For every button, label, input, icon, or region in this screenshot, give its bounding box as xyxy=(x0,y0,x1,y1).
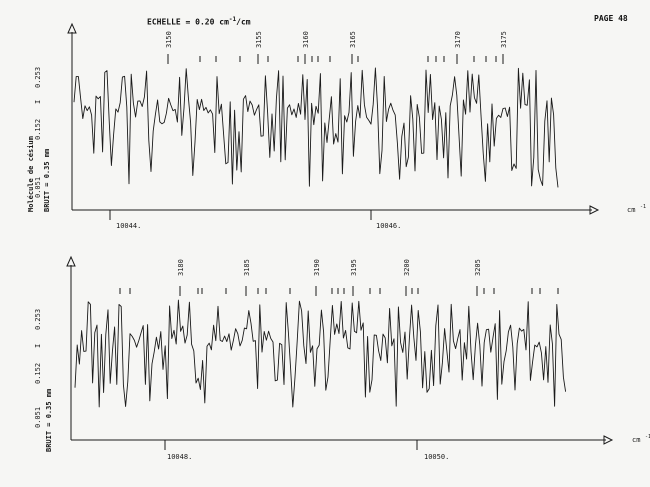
scale-exponent: -1 xyxy=(228,16,237,23)
x-tick-label: 10048. xyxy=(167,453,192,461)
line-number-label: 3170 xyxy=(454,31,462,48)
y-axis-side-label: BRUIT = 0.35 mm xyxy=(43,149,51,212)
page-number: PAGE 48 xyxy=(594,14,628,23)
x-axis-unit-label: cm xyxy=(627,206,635,214)
line-number-label: 3165 xyxy=(349,31,357,48)
chart-upper: cm -1 0.051 0.152 0.253 I Molécule de césium BR… xyxy=(27,22,646,230)
x-axis-unit-exponent: -1 xyxy=(645,434,650,440)
x-tick-label: 10044. xyxy=(116,222,141,230)
x-tick-label: 10046. xyxy=(376,222,401,230)
y-tick-label: 0.051 xyxy=(34,407,42,428)
y-axis-side-label: BRUIT = 0.35 mm xyxy=(45,389,53,452)
y-tick-label: 0.051 xyxy=(34,177,42,198)
line-number-label: 3185 xyxy=(243,259,251,276)
spectrum-trace xyxy=(74,299,567,408)
y-axis-arrow xyxy=(66,255,76,267)
line-number-label: 3150 xyxy=(165,31,173,48)
line-number-label: 3200 xyxy=(403,259,411,276)
y-tick-label: 0.253 xyxy=(34,67,42,88)
line-number-label: 3205 xyxy=(474,259,482,276)
y-axis-marker: I xyxy=(34,344,42,348)
line-number-label: 3160 xyxy=(302,31,310,48)
line-number-label: 3190 xyxy=(313,259,321,276)
x-axis-unit-label: cm xyxy=(632,436,640,444)
line-number-label: 3195 xyxy=(350,259,358,276)
x-axis-arrow xyxy=(603,435,614,445)
y-tick-label: 0.253 xyxy=(34,309,42,330)
x-axis-arrow xyxy=(589,205,600,215)
y-axis-arrow xyxy=(67,22,77,34)
scale-suffix: /cm xyxy=(236,17,251,27)
x-tick-label: 10050. xyxy=(424,453,449,461)
line-number-label: 3155 xyxy=(255,31,263,48)
scale-label: ECHELLE = 0.20 cm xyxy=(147,17,229,27)
y-axis-marker: I xyxy=(34,100,42,104)
line-number-label: 3180 xyxy=(177,259,185,276)
line-number-label: 3175 xyxy=(500,31,508,48)
y-tick-label: 0.152 xyxy=(34,363,42,384)
chart-lower: cm -1 0.051 0.152 0.253 I BRUIT = 0.35 mm 10048… xyxy=(34,255,650,461)
y-tick-label: 0.152 xyxy=(34,119,42,140)
y-axis-side-label: Molécule de césium xyxy=(27,136,35,212)
spectrum-trace xyxy=(73,67,559,188)
x-axis-unit-exponent: -1 xyxy=(640,204,646,210)
scale-header: ECHELLE = 0.20 cm-1/cm xyxy=(147,16,251,27)
